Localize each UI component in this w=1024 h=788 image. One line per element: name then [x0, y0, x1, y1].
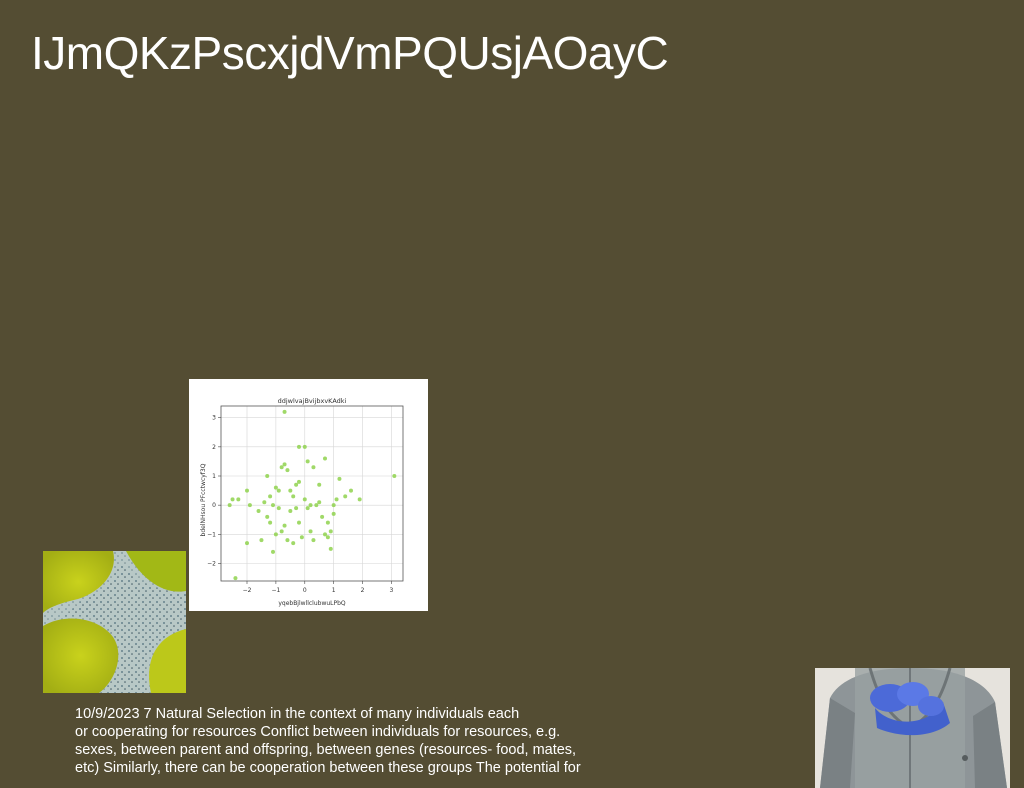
slide-title: IJmQKzPscxjdVmPQUsjAOayC — [31, 27, 669, 79]
chart-point — [245, 541, 249, 546]
chart-point — [302, 497, 307, 502]
chart-point — [268, 520, 273, 525]
chart-point — [279, 529, 284, 534]
chart-point — [328, 529, 333, 534]
chart-point — [334, 497, 339, 502]
chart-point — [279, 465, 284, 470]
chart-point — [233, 576, 238, 581]
chart-point — [325, 535, 330, 540]
chart-point — [294, 482, 299, 487]
chart-point — [331, 503, 336, 508]
chart-point — [227, 503, 232, 508]
chart-point — [291, 541, 296, 546]
chart-tick-label-x: 3 — [390, 587, 394, 594]
chart-tick-label-x: −1 — [271, 587, 280, 594]
chart-tick-label-x: 1 — [332, 587, 336, 594]
chart-point — [328, 546, 333, 551]
chart-point — [357, 497, 362, 502]
chart-point — [308, 529, 313, 534]
chart-point — [259, 538, 264, 543]
chart-point — [268, 494, 273, 499]
chart-point — [305, 459, 310, 464]
chart-tick-label-x: 2 — [361, 587, 365, 594]
chart-point — [320, 514, 325, 519]
chart-tick-label-y: 2 — [212, 444, 216, 451]
chart-point — [325, 520, 330, 525]
chart-point — [314, 503, 319, 508]
chart-x-axis-label: yqebBjlwllclubwuLPbQ — [278, 600, 346, 607]
chart-tick-label-x: −2 — [243, 587, 252, 594]
chart-point — [236, 497, 241, 502]
chart-tick-label-y: 3 — [212, 415, 216, 422]
chart-point — [305, 506, 310, 511]
chart-point — [273, 485, 278, 490]
chart-point — [323, 532, 327, 537]
chart-point — [291, 494, 296, 499]
chart-point — [271, 503, 275, 508]
chart-point — [331, 511, 336, 516]
chart-point — [247, 503, 252, 508]
chart-point — [297, 444, 301, 449]
chart-tick-label-y: −1 — [207, 531, 216, 538]
chart-point — [317, 482, 322, 487]
chart-point — [262, 500, 267, 505]
body-line: etc) Similarly, there can be cooperation… — [75, 760, 581, 776]
chart-point — [299, 535, 304, 540]
chart-point — [265, 514, 270, 519]
chart-point — [294, 506, 299, 511]
scatter-chart: ddjwlvajBvijbxvKAdki yqebBjlwllclubwuLPb… — [189, 379, 428, 611]
chart-point — [265, 474, 270, 478]
chart-point — [282, 409, 287, 414]
chart-point — [311, 465, 316, 470]
chart-point — [276, 488, 281, 493]
chart-plot-frame — [220, 405, 404, 582]
algae-image — [43, 551, 186, 693]
body-line: or cooperating for resources Conflict be… — [75, 724, 561, 740]
chart-point — [285, 538, 290, 543]
chart-point — [308, 503, 313, 508]
chart-point — [302, 444, 307, 449]
chart-point — [317, 500, 322, 505]
chart-point — [297, 479, 301, 484]
slide-body-text: 10/9/2023 7 Natural Selection in the con… — [75, 705, 675, 777]
chart-point — [288, 488, 293, 493]
chart-point — [343, 494, 348, 499]
scatter-chart-svg: ddjwlvajBvijbxvKAdki yqebBjlwllclubwuLPb… — [200, 397, 404, 607]
chart-point — [349, 488, 353, 493]
chart-point — [311, 538, 316, 543]
chart-point — [297, 520, 301, 525]
chart-point — [288, 509, 293, 513]
chart-point — [230, 497, 235, 502]
chart-point — [337, 476, 342, 481]
chart-point — [271, 549, 275, 554]
chart-points — [227, 409, 397, 581]
person-photo — [815, 668, 1010, 788]
chart-ticks: −2 −1 0 1 2 3 −2 −1 0 1 2 3 — [207, 415, 393, 594]
chart-title: ddjwlvajBvijbxvKAdki — [278, 397, 347, 405]
chart-y-axis-label: bdelNHsou PFcctwcyf3Q — [200, 463, 207, 536]
chart-point — [282, 462, 287, 467]
chart-point — [323, 456, 327, 461]
chart-point — [282, 523, 287, 528]
body-line: sexes, between parent and offspring, bet… — [75, 742, 577, 758]
chart-point — [245, 488, 249, 493]
chart-tick-label-y: −2 — [207, 561, 216, 568]
chart-point — [285, 468, 290, 473]
body-line: 10/9/2023 7 Natural Selection in the con… — [75, 706, 520, 722]
chart-tick-label-x: 0 — [303, 587, 307, 594]
chart-point — [273, 532, 278, 537]
chart-point — [276, 506, 281, 511]
chart-tick-label-y: 0 — [212, 502, 216, 509]
chart-point — [392, 474, 397, 478]
chart-gridlines — [221, 406, 403, 581]
chart-point — [256, 509, 261, 513]
chart-tick-label-y: 1 — [212, 473, 216, 480]
